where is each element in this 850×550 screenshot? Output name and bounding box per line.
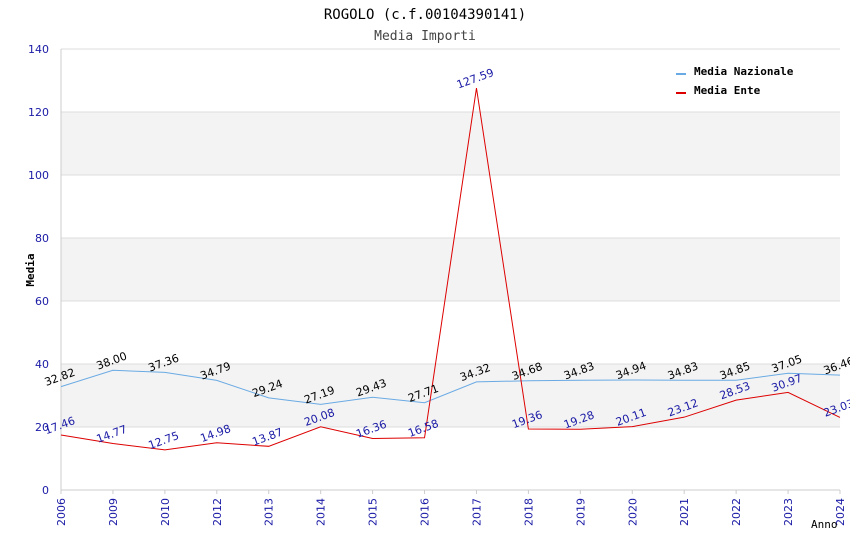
x-tick-label: 2018 xyxy=(522,498,535,526)
grid-band xyxy=(61,112,840,175)
data-label-ente: 17.46 xyxy=(43,414,77,437)
y-tick-label: 0 xyxy=(42,484,49,497)
y-tick-labels: 0 20 40 60 80 100 120 140 xyxy=(28,43,49,497)
y-tick-label: 100 xyxy=(28,169,49,182)
chart-title: ROGOLO (c.f.00104390141) xyxy=(324,7,526,23)
y-tick-label: 20 xyxy=(35,421,49,434)
grid-band xyxy=(61,364,840,427)
x-tick-label: 2024 xyxy=(834,498,847,526)
series-lines xyxy=(60,88,841,451)
x-tick-labels: 2006 2009 2010 2012 2013 2014 2015 2016 2017 2018… xyxy=(55,498,847,526)
chart-subtitle: Media Importi xyxy=(374,29,476,44)
series-line-nazionale xyxy=(60,369,841,405)
y-tick-label: 80 xyxy=(35,232,49,245)
x-tick-label: 2012 xyxy=(211,498,224,526)
legend: Media Nazionale Media Ente xyxy=(676,65,794,97)
y-tick-label: 140 xyxy=(28,43,49,56)
series-line-ente xyxy=(60,88,841,451)
x-tick-label: 2019 xyxy=(574,498,587,526)
y-tick-label: 40 xyxy=(35,358,49,371)
grid-bands xyxy=(61,112,840,427)
x-tick-label: 2022 xyxy=(730,498,743,526)
y-tick-label: 120 xyxy=(28,106,49,119)
grid-lines xyxy=(61,48,840,428)
x-axis-label: Anno xyxy=(811,518,838,531)
x-tick-label: 2021 xyxy=(678,498,691,526)
x-tick-label: 2010 xyxy=(159,498,172,526)
grid-band xyxy=(61,238,840,301)
x-tick-label: 2006 xyxy=(55,498,68,526)
x-tick-label: 2020 xyxy=(626,498,639,526)
legend-label-nazionale: Media Nazionale xyxy=(694,65,794,78)
x-tick-label: 2009 xyxy=(107,498,120,526)
axes xyxy=(60,49,841,494)
data-label-ente: 127.59 xyxy=(455,66,496,91)
x-tick-label: 2015 xyxy=(367,498,380,526)
y-tick-label: 60 xyxy=(35,295,49,308)
data-label-ente: 13.87 xyxy=(251,426,285,449)
x-tick-label: 2016 xyxy=(419,498,432,526)
y-axis-label: Media xyxy=(24,253,37,286)
x-tick-label: 2014 xyxy=(315,498,328,526)
x-tick-label: 2013 xyxy=(263,498,276,526)
x-tick-label: 2023 xyxy=(782,498,795,526)
x-tick-label: 2017 xyxy=(470,498,483,526)
legend-label-ente: Media Ente xyxy=(694,84,761,97)
